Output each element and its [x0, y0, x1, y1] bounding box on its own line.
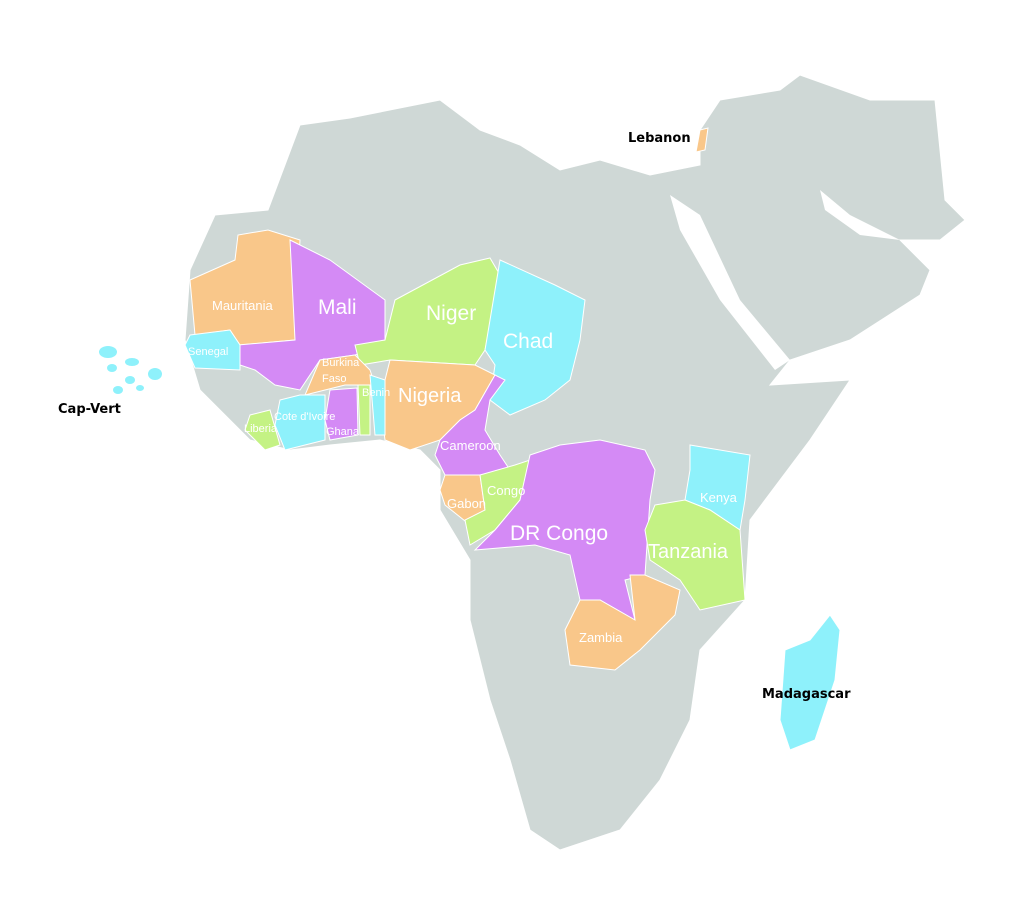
label-liberia: Liberia [244, 423, 278, 435]
island-shape [125, 358, 139, 366]
label-lebanon: Lebanon [628, 131, 691, 146]
label-ghana: Ghana [326, 426, 360, 438]
persian-gulf [820, 190, 900, 240]
island-shape [107, 364, 117, 372]
label-kenya: Kenya [700, 490, 738, 505]
label-burkina-2: Faso [322, 373, 346, 385]
label-zambia: Zambia [579, 630, 623, 645]
label-cameroon: Cameroon [440, 438, 501, 453]
country-ghana[interactable] [324, 387, 359, 441]
label-mauritania: Mauritania [212, 298, 273, 313]
country-capvert[interactable] [99, 346, 162, 394]
island-shape [99, 346, 117, 358]
label-capvert: Cap-Vert [58, 402, 121, 417]
label-gabon: Gabon [447, 496, 486, 511]
label-nigeria: Nigeria [398, 385, 462, 407]
island-shape [113, 386, 123, 394]
label-chad: Chad [503, 330, 553, 353]
red-sea [670, 195, 790, 370]
country-madagascar[interactable] [779, 614, 841, 751]
country-lebanon[interactable] [695, 127, 709, 153]
country-chad[interactable] [484, 259, 586, 416]
country-togo[interactable] [357, 384, 371, 436]
label-madagascar: Madagascar [762, 687, 851, 702]
label-mali: Mali [318, 296, 357, 319]
label-burkina-1: Burkina [322, 357, 360, 369]
island-shape [125, 376, 135, 384]
country-benin[interactable] [369, 374, 386, 436]
island-shape [148, 368, 162, 380]
label-benin: Benin [362, 387, 390, 399]
country-tanzania[interactable] [644, 499, 746, 611]
label-senegal: Senegal [188, 346, 228, 358]
country-zambia[interactable] [564, 574, 681, 671]
label-drc: DR Congo [510, 522, 608, 545]
country-civ[interactable] [274, 394, 326, 451]
label-congo: Congo [487, 483, 525, 498]
island-shape [136, 385, 144, 391]
label-tanzania: Tanzania [648, 541, 729, 563]
label-niger: Niger [426, 302, 476, 325]
country-senegal[interactable] [184, 329, 241, 371]
country-liberia[interactable] [244, 409, 281, 451]
label-civ: Cote d'Ivoire [274, 411, 335, 423]
